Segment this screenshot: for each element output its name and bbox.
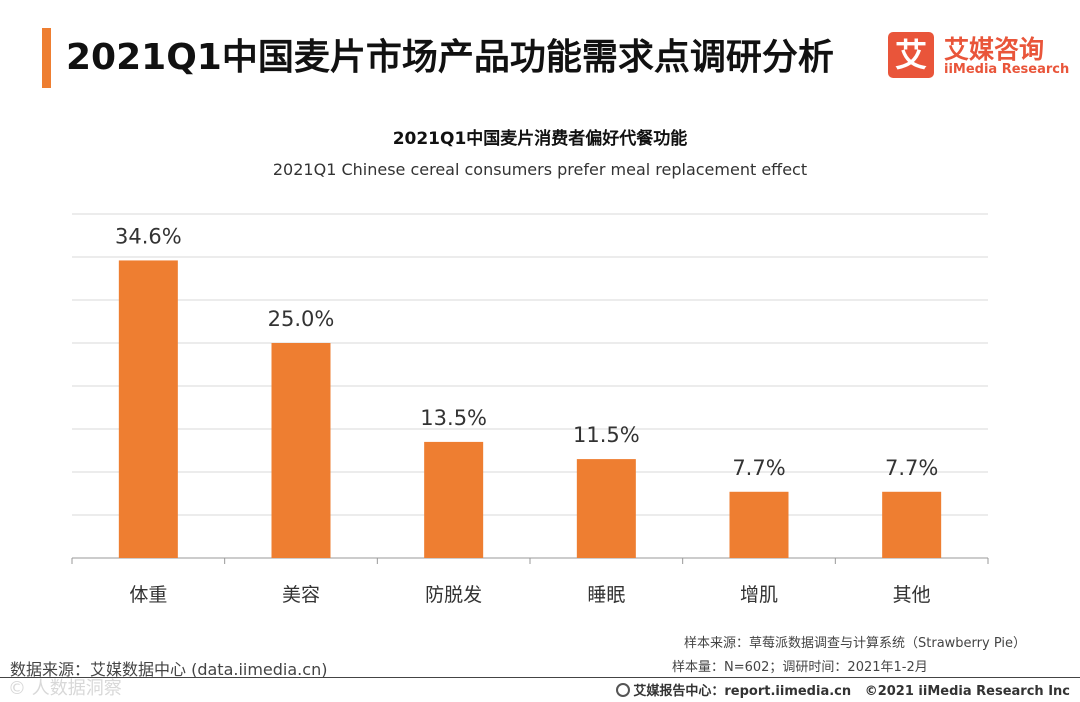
category-label-4: 睡眠 [587, 584, 625, 606]
bar-2 [271, 343, 331, 558]
category-label-2: 美容 [282, 584, 320, 606]
footer-divider [0, 677, 1080, 678]
logo-mark-icon: 艾 [888, 32, 934, 78]
iimedia-logo: 艾 艾媒咨询 iiMedia Research [888, 28, 1069, 84]
watermark: © 人数据洞察 [8, 678, 122, 699]
footer-report-center: 艾媒报告中心：report.iimedia.cn [633, 684, 852, 699]
category-label-1: 体重 [129, 584, 167, 606]
data-label-2: 25.0% [268, 307, 335, 331]
category-label-5: 增肌 [740, 584, 778, 606]
category-label-3: 防脱发 [425, 584, 482, 606]
chart-subtitle: 2021Q1 Chinese cereal consumers prefer m… [272, 160, 808, 179]
bar-3 [424, 441, 484, 558]
title-accent-bar [42, 28, 51, 88]
bar-6 [882, 491, 942, 558]
data-source: 数据来源：艾媒数据中心 (data.iimedia.cn) [10, 660, 328, 679]
footer-copyright: ©2021 iiMedia Research Inc [864, 684, 1070, 699]
sample-size-note: 样本量：N=602；调研时间：2021年1-2月 [672, 660, 928, 675]
bar-1 [118, 260, 178, 558]
page-title: 2021Q1中国麦片市场产品功能需求点调研分析 [66, 37, 834, 78]
data-label-5: 7.7% [732, 456, 785, 480]
category-label-6: 其他 [893, 584, 931, 606]
globe-icon [616, 683, 631, 697]
data-label-1: 34.6% [115, 224, 182, 248]
logo-en-text: iiMedia Research [944, 62, 1070, 77]
footer: 艾媒报告中心：report.iimedia.cn ©2021 iiMedia R… [616, 680, 1070, 699]
sample-source-note: 样本来源：草莓派数据调查与计算系统（Strawberry Pie） [684, 636, 1026, 651]
data-label-6: 7.7% [885, 456, 938, 480]
bar-5 [729, 491, 789, 558]
chart-title: 2021Q1中国麦片消费者偏好代餐功能 [392, 129, 688, 149]
data-label-4: 11.5% [573, 423, 640, 447]
data-label-3: 13.5% [420, 406, 487, 430]
bar-4 [576, 459, 636, 558]
logo-cn-text: 艾媒咨询 [944, 35, 1045, 64]
bar-chart: 34.6% 体重 25.0% 美容 13.5% 防脱发 11.5% 睡眠 7.7% 增肌 7.7% 其… [71, 213, 989, 606]
